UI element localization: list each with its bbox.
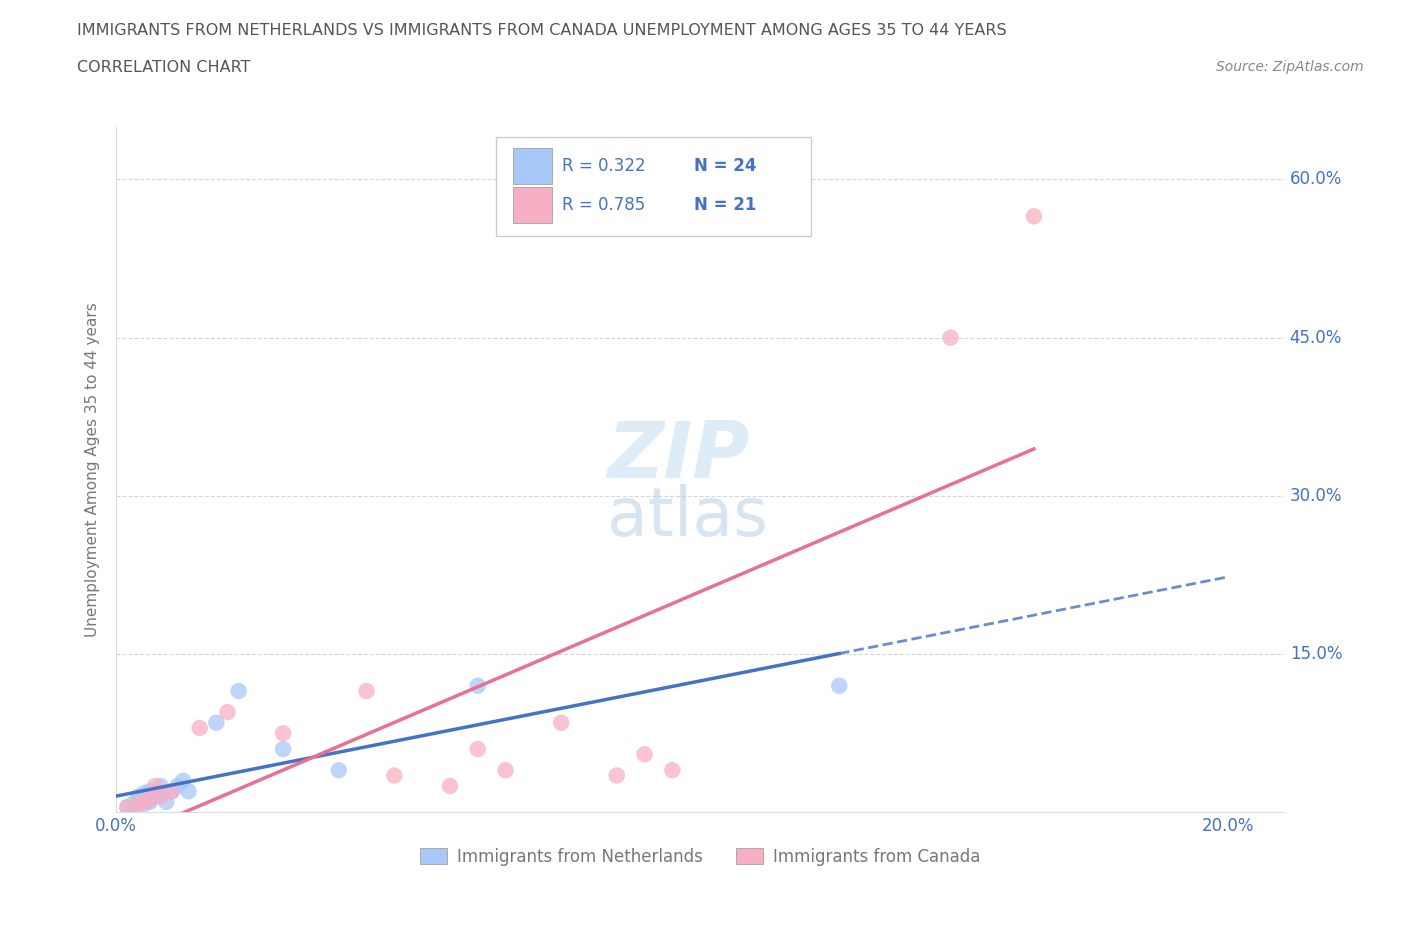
Text: R = 0.785: R = 0.785 bbox=[562, 196, 645, 214]
Point bbox=[217, 705, 239, 720]
Point bbox=[138, 784, 160, 799]
Point bbox=[117, 800, 139, 815]
Text: 60.0%: 60.0% bbox=[1289, 170, 1343, 189]
Point bbox=[138, 792, 160, 807]
Text: IMMIGRANTS FROM NETHERLANDS VS IMMIGRANTS FROM CANADA UNEMPLOYMENT AMONG AGES 35: IMMIGRANTS FROM NETHERLANDS VS IMMIGRANT… bbox=[77, 23, 1007, 38]
Point bbox=[661, 763, 683, 777]
Point bbox=[439, 778, 461, 793]
Text: ZIP: ZIP bbox=[607, 418, 749, 494]
Point bbox=[117, 800, 139, 815]
Point bbox=[467, 678, 489, 693]
Point bbox=[149, 778, 172, 793]
Point bbox=[160, 784, 183, 799]
Point bbox=[177, 784, 200, 799]
Y-axis label: Unemployment Among Ages 35 to 44 years: Unemployment Among Ages 35 to 44 years bbox=[86, 302, 100, 637]
Text: R = 0.322: R = 0.322 bbox=[562, 156, 645, 175]
Point bbox=[143, 778, 166, 793]
Point bbox=[271, 741, 294, 756]
Point bbox=[128, 794, 150, 809]
Point bbox=[132, 794, 155, 809]
Point bbox=[122, 800, 145, 815]
Point bbox=[132, 796, 155, 811]
Point bbox=[495, 763, 517, 777]
Point bbox=[606, 768, 628, 783]
Text: CORRELATION CHART: CORRELATION CHART bbox=[77, 60, 250, 75]
Point bbox=[382, 768, 405, 783]
Point bbox=[356, 684, 378, 698]
Point bbox=[228, 684, 250, 698]
Point bbox=[122, 796, 145, 811]
Legend: Immigrants from Netherlands, Immigrants from Canada: Immigrants from Netherlands, Immigrants … bbox=[420, 848, 980, 866]
Point bbox=[328, 763, 350, 777]
Point bbox=[160, 784, 183, 799]
Point bbox=[467, 741, 489, 756]
Point bbox=[172, 773, 194, 788]
Point bbox=[128, 790, 150, 804]
Point bbox=[205, 715, 228, 730]
Point bbox=[132, 786, 155, 801]
Point bbox=[550, 715, 572, 730]
FancyBboxPatch shape bbox=[496, 137, 811, 236]
Point bbox=[128, 796, 150, 811]
Bar bbox=[513, 148, 553, 183]
Point bbox=[166, 778, 188, 793]
Point bbox=[939, 330, 962, 345]
Point bbox=[149, 790, 172, 804]
Point bbox=[1022, 209, 1045, 224]
Text: N = 21: N = 21 bbox=[695, 196, 756, 214]
Point bbox=[138, 794, 160, 809]
Text: N = 24: N = 24 bbox=[695, 156, 756, 175]
Point bbox=[633, 747, 655, 762]
Text: 45.0%: 45.0% bbox=[1289, 328, 1343, 347]
Point bbox=[143, 790, 166, 804]
Point bbox=[132, 792, 155, 807]
Point bbox=[188, 721, 211, 736]
Text: 15.0%: 15.0% bbox=[1289, 645, 1343, 663]
Text: atlas: atlas bbox=[607, 485, 768, 551]
Bar bbox=[513, 187, 553, 222]
Point bbox=[149, 786, 172, 801]
Point bbox=[828, 678, 851, 693]
Text: Source: ZipAtlas.com: Source: ZipAtlas.com bbox=[1216, 60, 1364, 74]
Point bbox=[271, 725, 294, 740]
Point bbox=[155, 794, 177, 809]
Text: 30.0%: 30.0% bbox=[1289, 487, 1343, 505]
